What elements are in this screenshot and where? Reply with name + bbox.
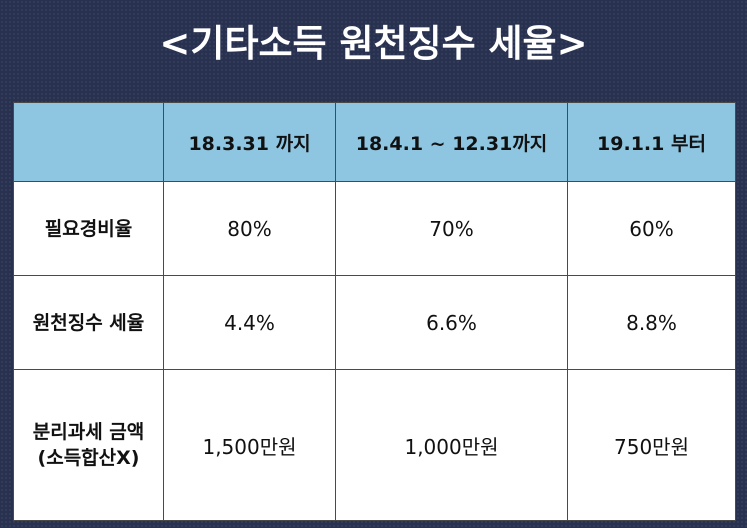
table-cell: 60% — [567, 181, 736, 276]
header-cell-period-2: 18.4.1 ~ 12.31까지 — [335, 102, 568, 182]
table-header-row: 18.3.31 까지 18.4.1 ~ 12.31까지 19.1.1 부터 — [13, 102, 736, 182]
row-label-line-2: (소득합산X) — [37, 447, 140, 469]
table-cell: 70% — [335, 181, 568, 276]
table-cell: 80% — [163, 181, 336, 276]
row-label: 원천징수 세율 — [13, 275, 164, 370]
header-cell-empty — [13, 102, 164, 182]
table-cell: 1,500만원 — [163, 369, 336, 521]
table-cell: 4.4% — [163, 275, 336, 370]
table-cell: 1,000만원 — [335, 369, 568, 521]
table-cell: 6.6% — [335, 275, 568, 370]
page-title: <기타소득 원천징수 세율> — [159, 22, 588, 65]
table-cell: 750만원 — [567, 369, 736, 521]
row-label: 필요경비율 — [13, 181, 164, 276]
header-cell-period-3: 19.1.1 부터 — [567, 102, 736, 182]
table-cell: 8.8% — [567, 275, 736, 370]
header-cell-period-1: 18.3.31 까지 — [163, 102, 336, 182]
table-row: 원천징수 세율 4.4% 6.6% 8.8% — [13, 275, 736, 370]
row-label-line-1: 분리과세 금액 — [32, 421, 145, 443]
table-row: 필요경비율 80% 70% 60% — [13, 181, 736, 276]
tax-rate-table: 18.3.31 까지 18.4.1 ~ 12.31까지 19.1.1 부터 필요… — [13, 102, 736, 521]
row-label: 분리과세 금액 (소득합산X) — [13, 369, 164, 521]
table-row: 분리과세 금액 (소득합산X) 1,500만원 1,000만원 750만원 — [13, 369, 736, 521]
